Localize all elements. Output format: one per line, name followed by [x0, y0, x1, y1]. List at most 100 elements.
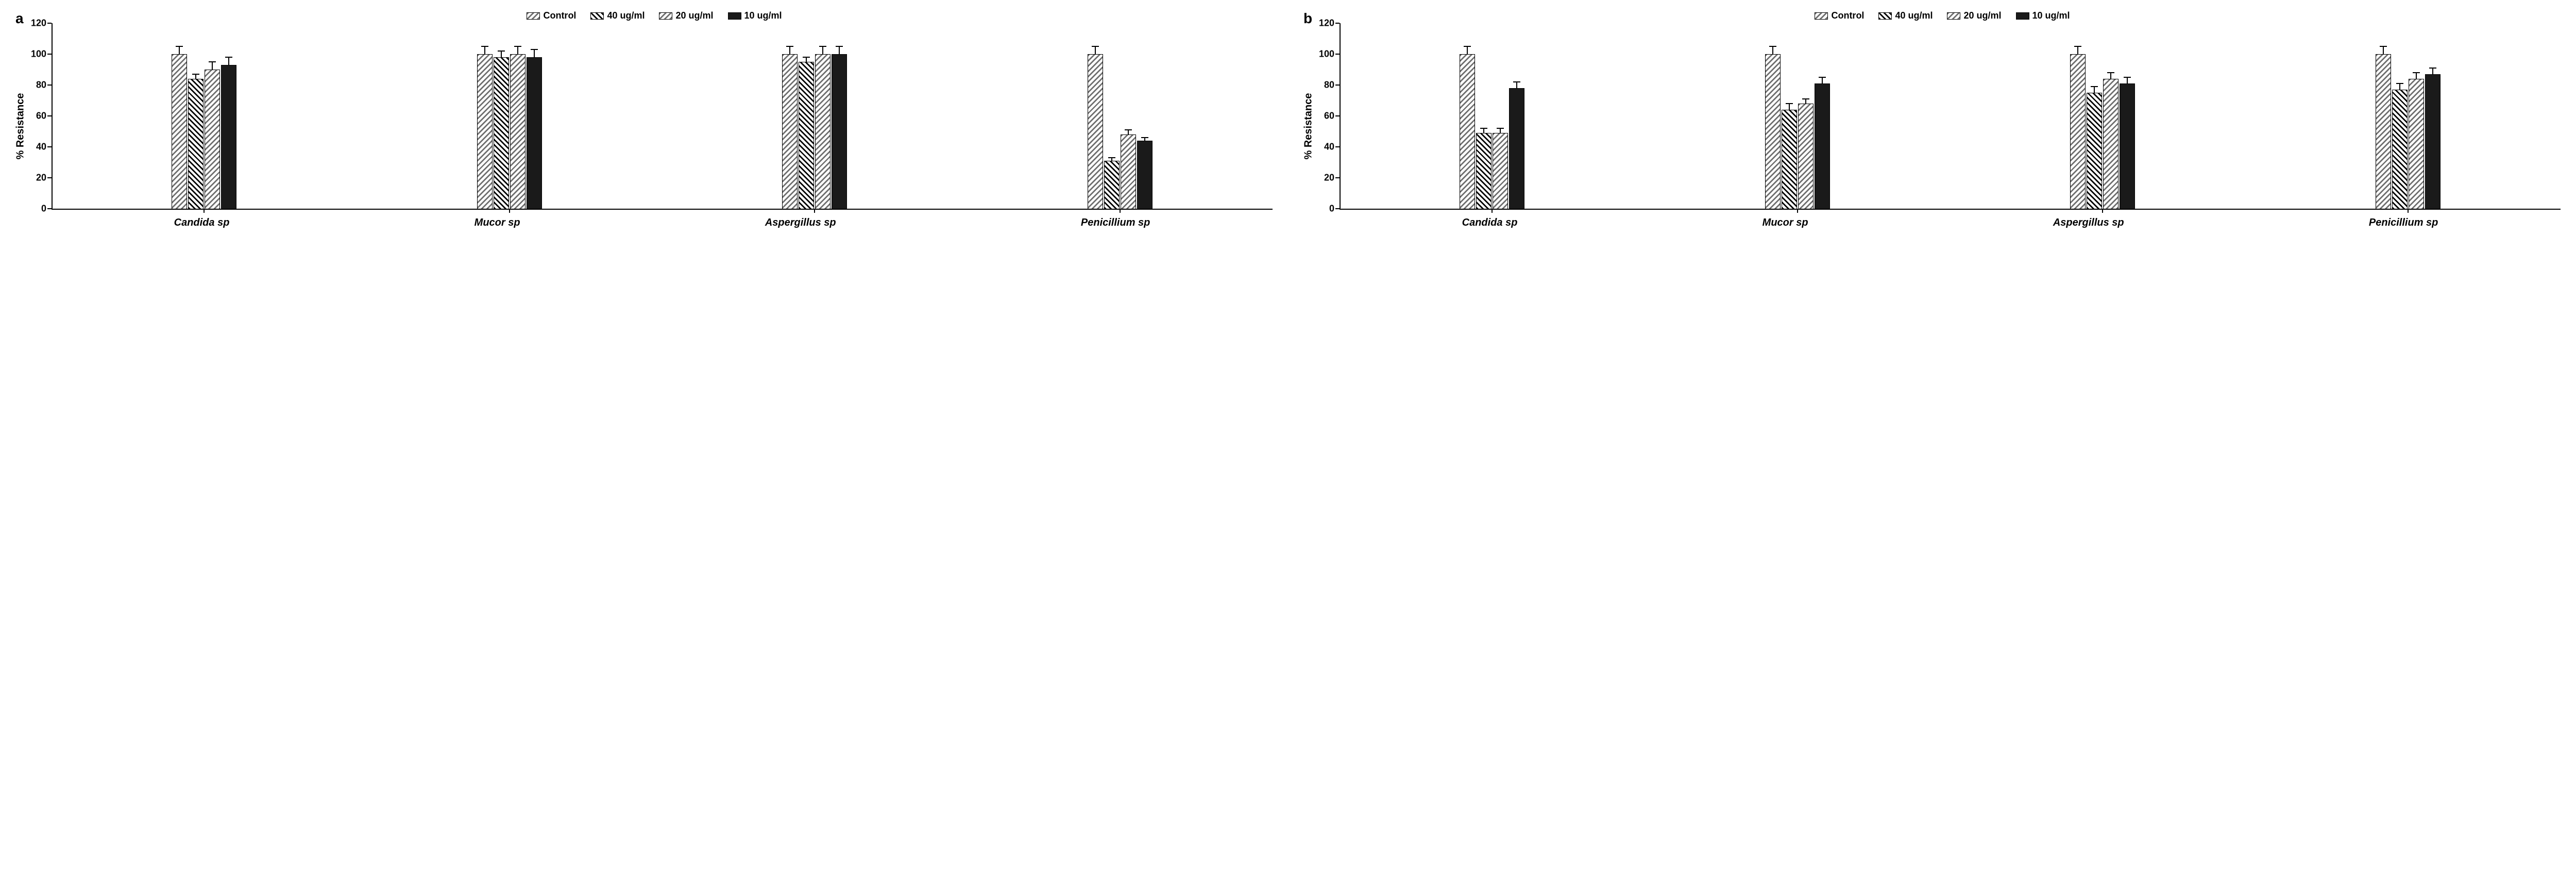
bar-d10 [1509, 88, 1524, 209]
bar-groups [1340, 23, 2561, 209]
panel-a: aControl40 ug/ml20 ug/ml10 ug/ml% Resist… [15, 10, 1273, 229]
legend-label-d10: 10 ug/ml [744, 10, 782, 21]
x-tick [509, 209, 510, 213]
bar-control [1088, 54, 1103, 209]
error-cap [514, 46, 521, 47]
bar-rect [1104, 161, 1120, 209]
bar-d10 [1137, 141, 1153, 209]
bar-rect [494, 57, 509, 209]
error-bar [2110, 73, 2111, 79]
bar-rect [2376, 54, 2391, 209]
legend: Control40 ug/ml20 ug/ml10 ug/ml [1324, 10, 2561, 21]
bar-rect [221, 65, 236, 209]
error-cap [2074, 46, 2081, 47]
error-cap [819, 46, 826, 47]
bar-d40 [494, 57, 509, 209]
x-label: Mucor sp [1762, 217, 1808, 229]
error-bar [534, 50, 535, 58]
bar-d40 [2087, 93, 2102, 209]
bar-rect [832, 54, 847, 209]
error-bar [517, 47, 518, 55]
error-bar [1128, 130, 1129, 135]
bar-rect [815, 54, 831, 209]
error-bar [484, 47, 485, 55]
y-tick-label: 60 [1324, 111, 1340, 122]
bar-rect [1088, 54, 1103, 209]
error-bar [1805, 99, 1806, 104]
bar-d20 [205, 70, 220, 209]
error-cap [209, 61, 216, 62]
bar-control [2376, 54, 2391, 209]
bar-d40 [1782, 110, 1797, 209]
bar-rect [1121, 134, 1136, 209]
error-bar [1500, 129, 1501, 133]
error-bar [2383, 47, 2384, 55]
legend-item-d10: 10 ug/ml [728, 10, 782, 21]
bar-d40 [1104, 161, 1120, 209]
bar-d10 [832, 54, 847, 209]
bar-d10 [527, 57, 542, 209]
legend-swatch-d20 [659, 12, 672, 20]
legend-swatch-d20 [1947, 12, 1960, 20]
legend-item-d40: 40 ug/ml [1878, 10, 1933, 21]
bar-group [477, 54, 542, 209]
error-cap [498, 50, 505, 52]
bar-rect [2425, 74, 2441, 209]
bar-rect [1798, 104, 1814, 209]
bar-group [172, 54, 236, 209]
error-bar [1144, 138, 1145, 141]
error-cap [1480, 128, 1487, 129]
y-tick-label: 80 [1324, 80, 1340, 91]
x-tick [1492, 209, 1493, 213]
bar-control [782, 54, 798, 209]
panel-label-b: b [1303, 10, 1312, 27]
error-cap [836, 46, 843, 47]
bar-rect [782, 54, 798, 209]
error-bar [212, 62, 213, 70]
y-tick-label: 120 [31, 18, 52, 29]
bar-d40 [1476, 133, 1492, 209]
bar-group [2070, 54, 2135, 209]
legend-label-d10: 10 ug/ml [2032, 10, 2070, 21]
bar-d20 [510, 54, 526, 209]
x-label: Aspergillus sp [765, 217, 836, 229]
bar-control [477, 54, 493, 209]
bar-rect [1137, 141, 1153, 209]
legend-label-d40: 40 ug/ml [607, 10, 645, 21]
x-tick [2102, 209, 2103, 213]
bar-d40 [188, 79, 204, 209]
y-tick-label: 40 [36, 142, 52, 153]
error-cap [2380, 46, 2387, 47]
x-label: Aspergillus sp [2053, 217, 2124, 229]
bar-rect [527, 57, 542, 209]
y-tick-label: 60 [36, 111, 52, 122]
error-cap [1819, 77, 1826, 78]
legend-swatch-control [1815, 12, 1828, 20]
error-cap [2396, 83, 2403, 84]
error-cap [1769, 46, 1776, 47]
bar-control [1460, 54, 1475, 209]
panel-b: bControl40 ug/ml20 ug/ml10 ug/ml% Resist… [1303, 10, 2561, 229]
bar-rect [2392, 90, 2408, 209]
bar-d10 [2120, 83, 2135, 209]
bar-rect [2087, 93, 2102, 209]
error-bar [179, 47, 180, 55]
x-tick [1120, 209, 1121, 213]
y-tick-label: 40 [1324, 142, 1340, 153]
bar-d10 [221, 65, 236, 209]
y-tick-label: 20 [36, 173, 52, 183]
bar-rect [205, 70, 220, 209]
legend-label-control: Control [543, 10, 576, 21]
bar-d20 [2103, 79, 2119, 209]
legend-swatch-d40 [590, 12, 604, 20]
bar-rect [2103, 79, 2119, 209]
x-label: Penicillium sp [2369, 217, 2438, 229]
bar-d20 [1798, 104, 1814, 209]
bar-control [2070, 54, 2086, 209]
bar-rect [1460, 54, 1475, 209]
x-tick [1797, 209, 1798, 213]
bar-control [1765, 54, 1781, 209]
bar-groups [52, 23, 1273, 209]
bar-group [1460, 54, 1524, 209]
bar-rect [2120, 83, 2135, 209]
